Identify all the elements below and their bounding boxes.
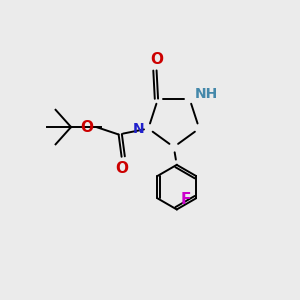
Text: NH: NH [195,87,218,101]
Text: O: O [80,120,93,135]
Text: F: F [180,192,191,207]
Text: O: O [115,161,128,176]
Text: O: O [150,52,163,67]
Text: N: N [132,122,144,136]
